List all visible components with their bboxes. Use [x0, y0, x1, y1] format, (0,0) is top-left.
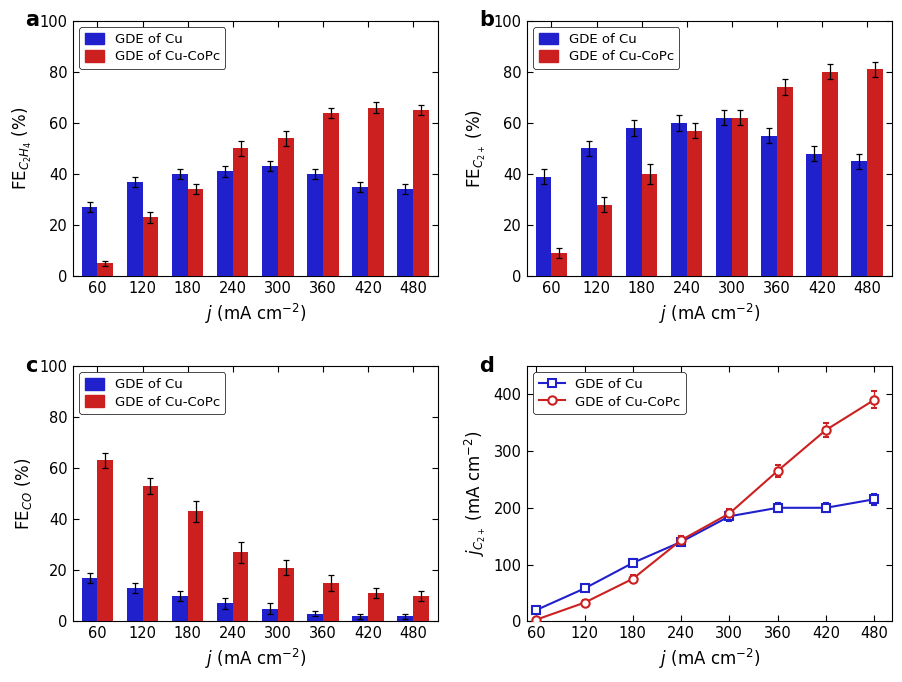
Bar: [670, 123, 686, 276]
Bar: [731, 118, 747, 276]
Bar: [805, 153, 821, 276]
Bar: [352, 617, 368, 621]
Bar: [143, 218, 158, 276]
Bar: [278, 567, 293, 621]
Bar: [262, 166, 278, 276]
Bar: [307, 614, 323, 621]
Bar: [216, 604, 233, 621]
Bar: [580, 149, 596, 276]
Bar: [866, 69, 882, 276]
Bar: [233, 149, 248, 276]
Bar: [535, 177, 551, 276]
Y-axis label: FE$_{C_2H_4}$ (%): FE$_{C_2H_4}$ (%): [11, 107, 34, 190]
Bar: [686, 130, 702, 276]
Bar: [143, 486, 158, 621]
Bar: [262, 608, 278, 621]
Bar: [352, 187, 368, 276]
Bar: [715, 118, 731, 276]
Bar: [625, 128, 641, 276]
Legend: GDE of Cu, GDE of Cu-CoPc: GDE of Cu, GDE of Cu-CoPc: [79, 372, 226, 414]
Bar: [368, 108, 383, 276]
Legend: GDE of Cu, GDE of Cu-CoPc: GDE of Cu, GDE of Cu-CoPc: [79, 27, 226, 69]
Bar: [851, 161, 866, 276]
Bar: [368, 593, 383, 621]
Text: b: b: [479, 10, 493, 31]
Bar: [323, 583, 338, 621]
Bar: [188, 512, 203, 621]
X-axis label: $j$ (mA cm$^{-2}$): $j$ (mA cm$^{-2}$): [205, 647, 306, 671]
Bar: [233, 552, 248, 621]
Bar: [171, 596, 188, 621]
Bar: [412, 596, 428, 621]
X-axis label: $j$ (mA cm$^{-2}$): $j$ (mA cm$^{-2}$): [658, 647, 759, 671]
Y-axis label: FE$_{C_{2+}}$ (%): FE$_{C_{2+}}$ (%): [465, 109, 488, 188]
Legend: GDE of Cu, GDE of Cu-CoPc: GDE of Cu, GDE of Cu-CoPc: [533, 372, 686, 414]
Bar: [171, 174, 188, 276]
Bar: [307, 174, 323, 276]
Bar: [278, 138, 293, 276]
Bar: [81, 207, 97, 276]
Bar: [323, 113, 338, 276]
Legend: GDE of Cu, GDE of Cu-CoPc: GDE of Cu, GDE of Cu-CoPc: [533, 27, 678, 69]
Text: a: a: [25, 10, 39, 31]
Y-axis label: FE$_{CO}$ (%): FE$_{CO}$ (%): [14, 457, 34, 530]
Bar: [397, 617, 412, 621]
Bar: [126, 181, 143, 276]
Text: c: c: [25, 355, 38, 376]
Bar: [821, 72, 837, 276]
X-axis label: $j$ (mA cm$^{-2}$): $j$ (mA cm$^{-2}$): [658, 301, 759, 326]
Y-axis label: $j_{C_{2+}}$ (mA cm$^{-2}$): $j_{C_{2+}}$ (mA cm$^{-2}$): [463, 431, 488, 557]
Bar: [188, 190, 203, 276]
Bar: [596, 205, 612, 276]
Bar: [641, 174, 657, 276]
Bar: [397, 190, 412, 276]
Bar: [412, 110, 428, 276]
X-axis label: $j$ (mA cm$^{-2}$): $j$ (mA cm$^{-2}$): [205, 301, 306, 326]
Bar: [97, 263, 113, 276]
Bar: [551, 253, 566, 276]
Bar: [216, 171, 233, 276]
Bar: [126, 588, 143, 621]
Bar: [97, 460, 113, 621]
Bar: [776, 87, 792, 276]
Bar: [81, 578, 97, 621]
Bar: [760, 136, 776, 276]
Text: d: d: [479, 355, 493, 376]
